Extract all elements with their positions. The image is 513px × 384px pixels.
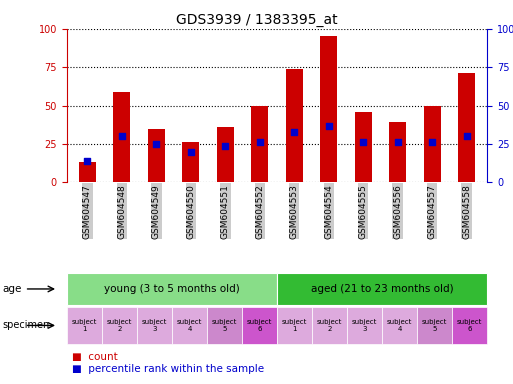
- Text: specimen: specimen: [3, 320, 50, 331]
- Bar: [286, 69, 303, 182]
- Point: [325, 122, 333, 129]
- Text: subject
4: subject 4: [176, 319, 202, 332]
- Point: [118, 133, 126, 139]
- Text: subject
5: subject 5: [422, 319, 447, 332]
- Bar: [424, 106, 441, 182]
- Point: [290, 129, 299, 135]
- Point: [393, 139, 402, 146]
- Bar: [148, 129, 165, 182]
- Bar: [320, 36, 338, 182]
- Text: subject
3: subject 3: [352, 319, 378, 332]
- Text: subject
1: subject 1: [282, 319, 307, 332]
- Text: GDS3939 / 1383395_at: GDS3939 / 1383395_at: [175, 13, 338, 27]
- Text: age: age: [3, 284, 22, 294]
- Bar: [79, 162, 96, 182]
- Bar: [389, 122, 406, 182]
- Text: ■  count: ■ count: [72, 352, 117, 362]
- Bar: [182, 142, 200, 182]
- Bar: [458, 73, 475, 182]
- Bar: [113, 92, 130, 182]
- Bar: [354, 112, 372, 182]
- Text: subject
5: subject 5: [212, 319, 237, 332]
- Text: subject
6: subject 6: [457, 319, 483, 332]
- Text: subject
3: subject 3: [142, 319, 167, 332]
- Text: subject
2: subject 2: [317, 319, 342, 332]
- Bar: [216, 127, 234, 182]
- Point: [221, 142, 229, 149]
- Text: young (3 to 5 months old): young (3 to 5 months old): [104, 284, 240, 294]
- Text: aged (21 to 23 months old): aged (21 to 23 months old): [311, 284, 453, 294]
- Bar: [251, 106, 268, 182]
- Point: [428, 139, 436, 146]
- Text: ■  percentile rank within the sample: ■ percentile rank within the sample: [72, 364, 264, 374]
- Point: [463, 133, 471, 139]
- Text: subject
1: subject 1: [71, 319, 97, 332]
- Point: [255, 139, 264, 146]
- Text: subject
4: subject 4: [387, 319, 412, 332]
- Point: [83, 158, 91, 164]
- Point: [152, 141, 161, 147]
- Text: subject
2: subject 2: [107, 319, 132, 332]
- Point: [359, 139, 367, 146]
- Point: [187, 149, 195, 155]
- Text: subject
6: subject 6: [247, 319, 272, 332]
